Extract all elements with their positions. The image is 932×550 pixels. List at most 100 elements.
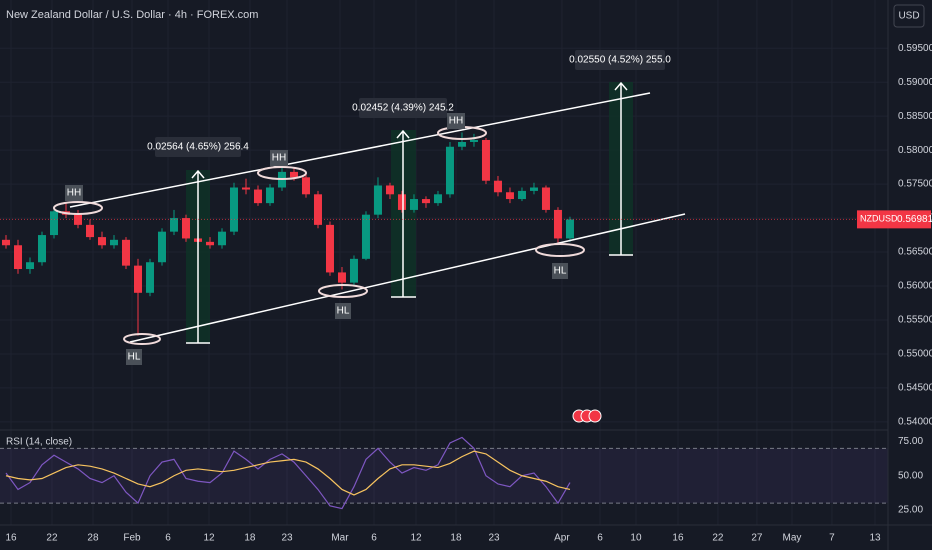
price-badge bbox=[857, 210, 931, 229]
label-box bbox=[270, 150, 288, 166]
arrow-head bbox=[396, 129, 410, 139]
hh-label: HH bbox=[272, 153, 286, 164]
rsi-band bbox=[0, 448, 888, 504]
swing-labels: HH HH HH HL HL HL 0.02564 (4.65%) 256.4 … bbox=[65, 50, 671, 365]
candle-body bbox=[121, 239, 130, 266]
candle-body bbox=[49, 211, 58, 236]
candle-body bbox=[385, 185, 394, 195]
arrow-head bbox=[191, 169, 205, 179]
candle-body bbox=[361, 214, 370, 259]
candle-body bbox=[289, 171, 298, 178]
hl-label: HL bbox=[128, 352, 141, 363]
channel-upper bbox=[69, 92, 651, 208]
x-tick-label: 16 bbox=[5, 533, 17, 544]
x-tick-label: 12 bbox=[203, 533, 215, 544]
candle-body bbox=[565, 219, 574, 239]
measure-label: 0.02550 (4.52%) 255.0 bbox=[569, 55, 671, 66]
candle-body bbox=[349, 258, 358, 283]
candle-body bbox=[217, 231, 226, 246]
rsi-tick-label: 25.00 bbox=[898, 505, 923, 516]
y-tick-label: 0.54500 bbox=[898, 383, 932, 394]
candle-body bbox=[109, 239, 118, 246]
measure-label: 0.02564 (4.65%) 256.4 bbox=[147, 142, 249, 153]
swing-ellipse bbox=[318, 284, 368, 298]
rsi-tick-label: 75.00 bbox=[898, 436, 923, 447]
candle-body bbox=[265, 187, 274, 204]
candle-body bbox=[181, 218, 190, 239]
x-tick-label: 28 bbox=[87, 533, 99, 544]
x-tick-label: 22 bbox=[46, 533, 58, 544]
x-tick-label: Apr bbox=[554, 533, 570, 544]
swing-ellipse bbox=[123, 333, 161, 345]
measure-label-box bbox=[359, 98, 447, 118]
x-tick-label: 12 bbox=[410, 533, 422, 544]
y-tick-label: 0.59000 bbox=[898, 77, 932, 88]
label-box bbox=[552, 263, 568, 279]
candle-body bbox=[253, 189, 262, 204]
candle-body bbox=[325, 224, 334, 273]
candle-body bbox=[445, 146, 454, 195]
swing-ellipse bbox=[535, 243, 585, 257]
rsi-tick-label: 50.00 bbox=[898, 470, 923, 481]
y-tick-label: 0.57500 bbox=[898, 179, 932, 190]
x-tick-label: Feb bbox=[123, 533, 141, 544]
event-icon bbox=[588, 409, 602, 423]
x-tick-label: 13 bbox=[869, 533, 881, 544]
y-tick-label: 0.58500 bbox=[898, 111, 932, 122]
x-tick-label: 16 bbox=[672, 533, 684, 544]
candle-body bbox=[133, 265, 142, 293]
x-tick-label: 22 bbox=[712, 533, 724, 544]
candle-body bbox=[373, 185, 382, 215]
candle-body bbox=[85, 224, 94, 238]
hh-label: HH bbox=[67, 188, 81, 199]
x-tick-label: 6 bbox=[371, 533, 377, 544]
label-box bbox=[447, 113, 465, 129]
x-tick-label: 7 bbox=[829, 533, 835, 544]
y-tick-label: 0.56000 bbox=[898, 281, 932, 292]
hh-label: HH bbox=[449, 116, 463, 127]
x-tick-label: May bbox=[783, 533, 802, 544]
axes: 0.595000.590000.585000.580000.575000.570… bbox=[5, 43, 932, 544]
arrow-head bbox=[614, 81, 628, 91]
candle-body bbox=[541, 187, 550, 210]
label-box bbox=[126, 349, 142, 365]
candle-body bbox=[205, 241, 214, 246]
label-box bbox=[65, 185, 83, 201]
label-box bbox=[335, 303, 351, 319]
measure-label-box bbox=[575, 50, 665, 70]
rsi-pane bbox=[5, 436, 571, 510]
channel-lower bbox=[129, 213, 686, 343]
currency-label[interactable]: USD bbox=[898, 11, 919, 22]
rsi-title: RSI (14, close) bbox=[6, 437, 72, 448]
candle-body bbox=[25, 262, 34, 270]
y-tick-label: 0.55000 bbox=[898, 349, 932, 360]
candle-body bbox=[145, 262, 154, 293]
y-tick-label: 0.58000 bbox=[898, 145, 932, 156]
candle-body bbox=[457, 141, 466, 147]
candle-body bbox=[421, 199, 430, 204]
candle-body bbox=[301, 177, 310, 195]
candle-body bbox=[493, 180, 502, 193]
drawings bbox=[53, 81, 686, 345]
x-tick-label: 6 bbox=[597, 533, 603, 544]
y-tick-label: 0.59500 bbox=[898, 43, 932, 54]
rsi-line bbox=[5, 450, 571, 496]
candle-body bbox=[517, 190, 526, 200]
candle-body bbox=[409, 199, 418, 210]
x-tick-label: Mar bbox=[331, 533, 349, 544]
candle-body bbox=[13, 245, 22, 270]
x-tick-label: 18 bbox=[244, 533, 256, 544]
candles bbox=[1, 132, 574, 336]
candle-body bbox=[481, 139, 490, 181]
candle-body bbox=[505, 192, 514, 200]
measure-label-box bbox=[155, 137, 241, 157]
candle-body bbox=[169, 218, 178, 232]
currency-button[interactable] bbox=[893, 4, 925, 28]
y-tick-label: 0.56500 bbox=[898, 247, 932, 258]
candle-body bbox=[73, 214, 82, 225]
hl-label: HL bbox=[554, 266, 567, 277]
symbol-label: NZDUSD bbox=[860, 214, 898, 224]
x-tick-label: 18 bbox=[450, 533, 462, 544]
